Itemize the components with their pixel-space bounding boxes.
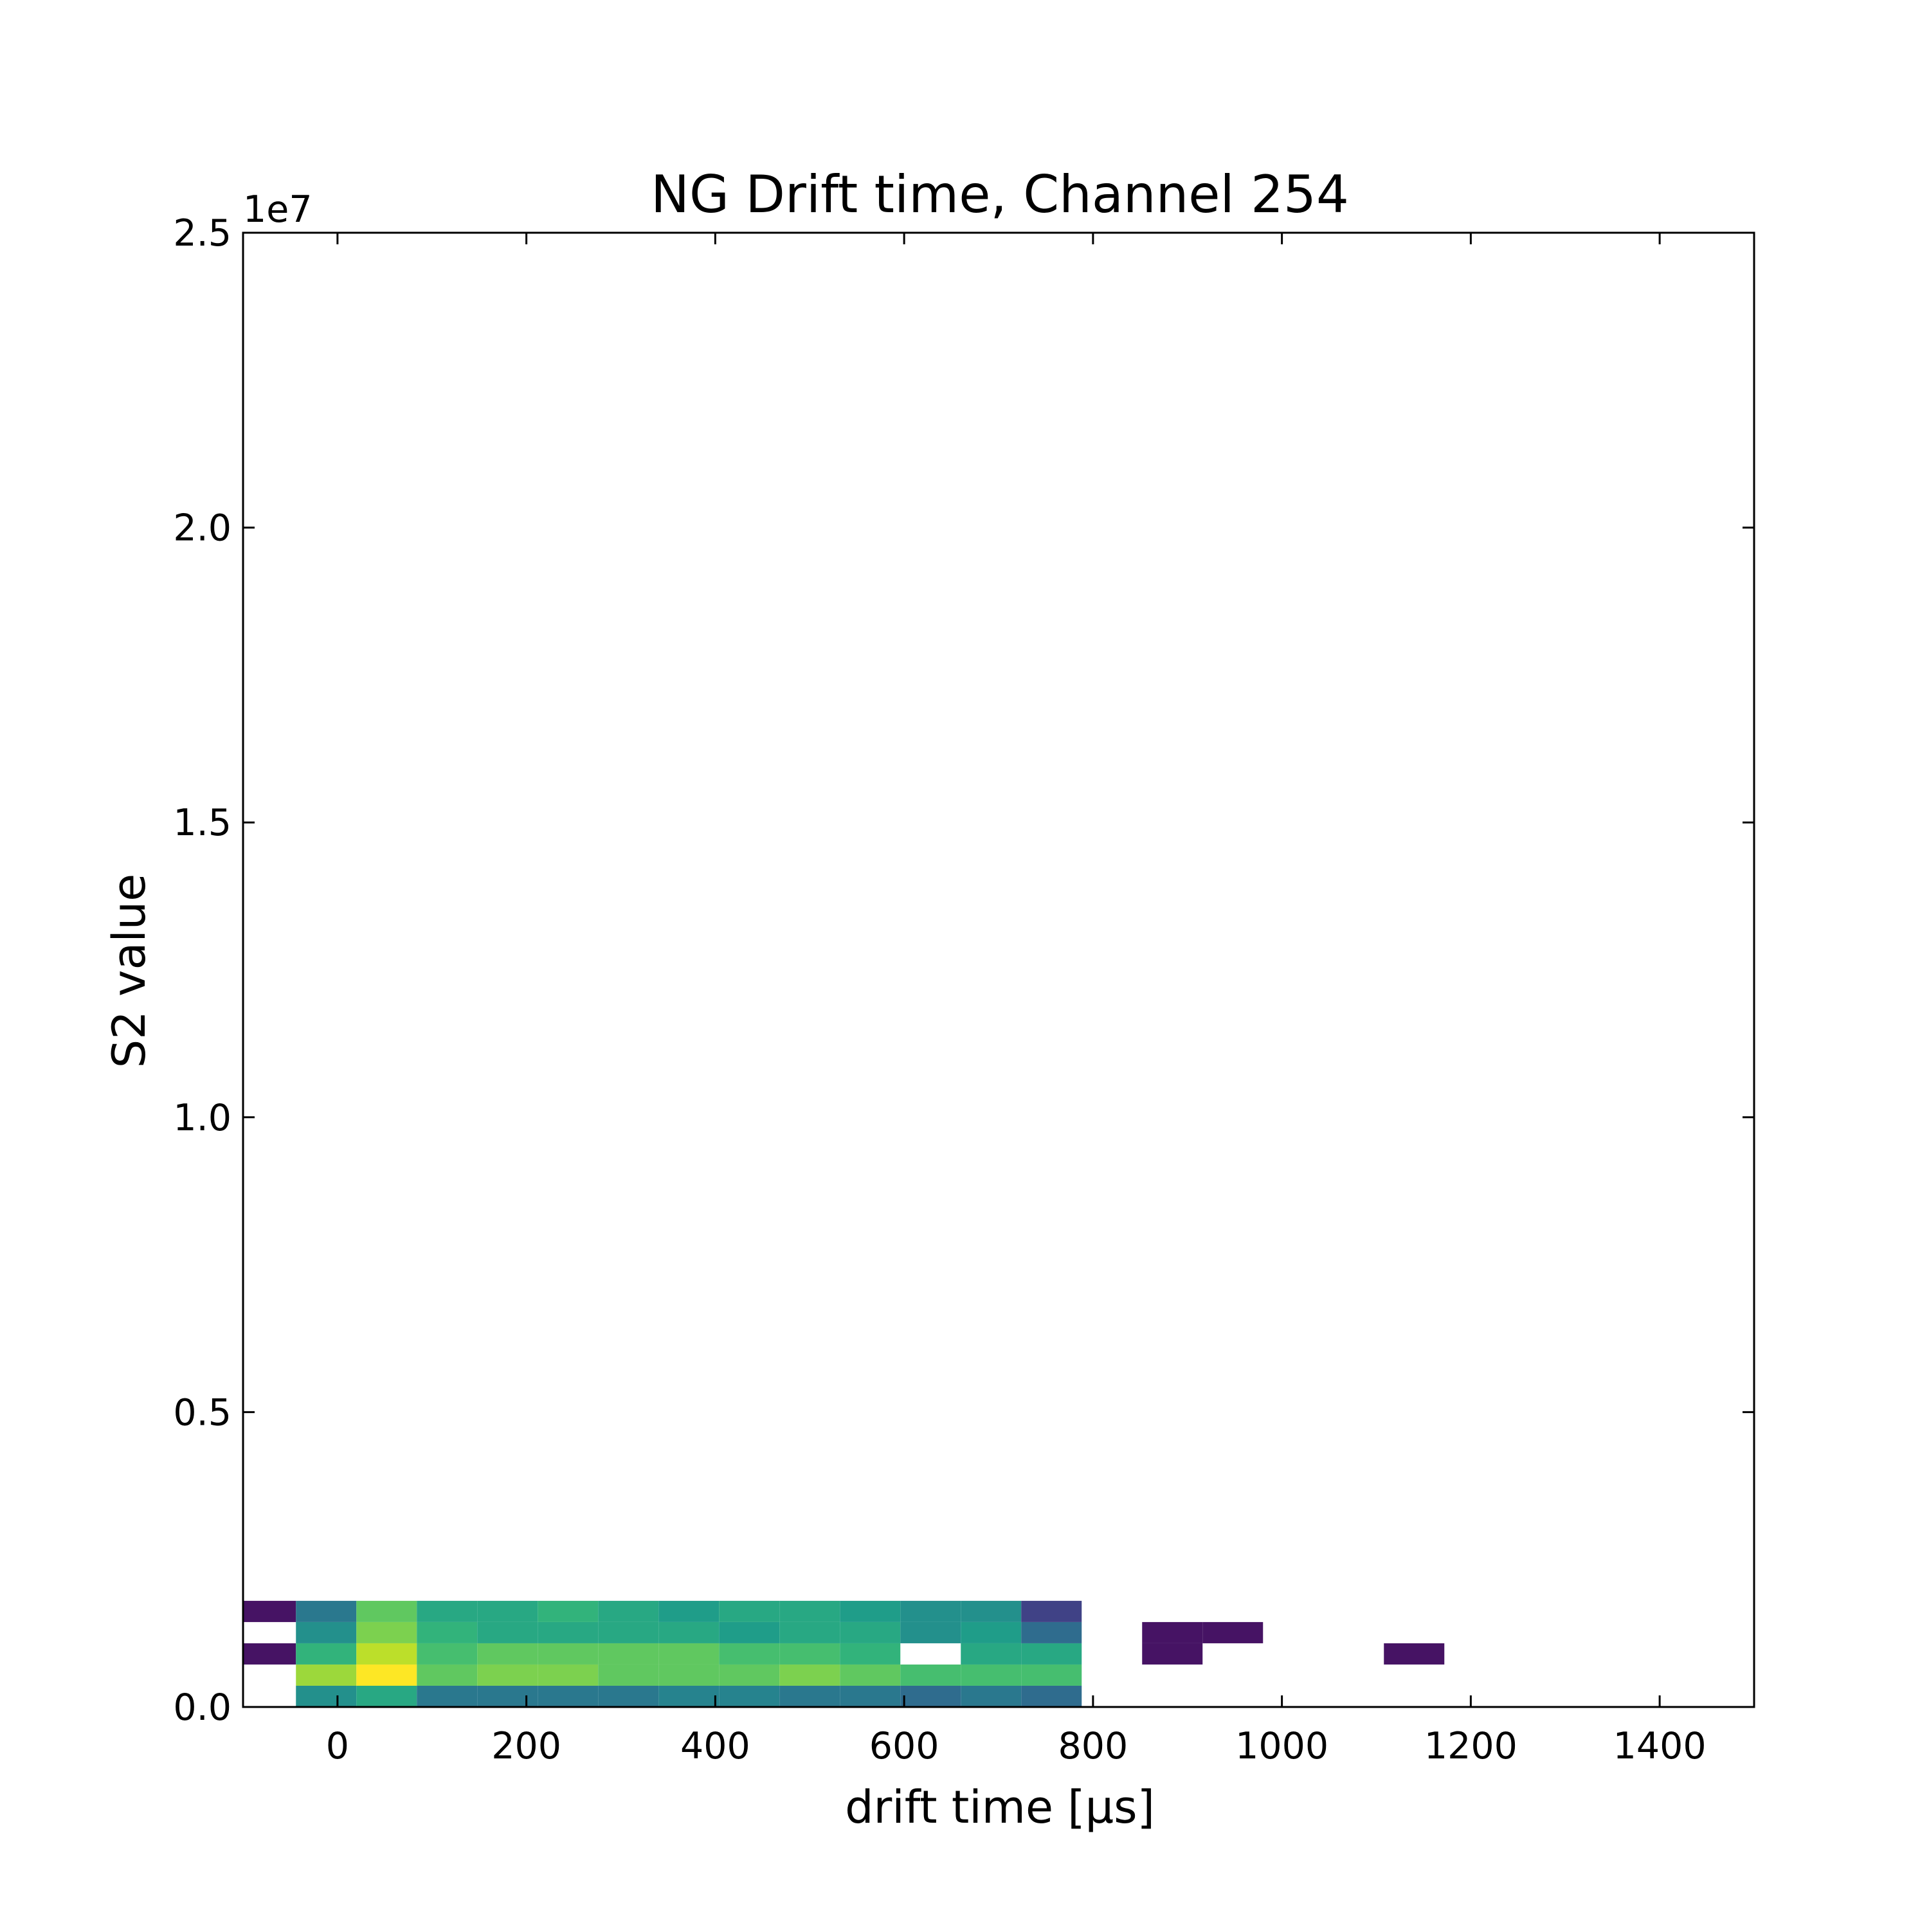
heatmap-bin-55 bbox=[1202, 1621, 1263, 1643]
heatmap-bin-64 bbox=[719, 1600, 780, 1622]
heatmap-bin-63 bbox=[658, 1600, 720, 1622]
heatmap-bin-2 bbox=[417, 1685, 478, 1707]
y-tick-label-3: 1.5 bbox=[173, 802, 231, 844]
x-tick-label-1: 200 bbox=[491, 1725, 561, 1767]
x-tick-label-5: 1000 bbox=[1235, 1725, 1328, 1767]
heatmap-bin-57 bbox=[296, 1600, 357, 1622]
heatmap-bin-59 bbox=[417, 1600, 478, 1622]
heatmap-bin-27 bbox=[296, 1643, 357, 1665]
heatmap-bin-62 bbox=[598, 1600, 659, 1622]
heatmap-bin-49 bbox=[779, 1621, 840, 1643]
heatmap-bin-41 bbox=[296, 1621, 357, 1643]
heatmap-bin-50 bbox=[840, 1621, 901, 1643]
y-offset-label: 1e7 bbox=[243, 188, 312, 231]
heatmap-bin-67 bbox=[900, 1600, 961, 1622]
heatmap-bin-29 bbox=[417, 1643, 478, 1665]
heatmap-bin-5 bbox=[598, 1685, 659, 1707]
heatmap-bin-35 bbox=[779, 1643, 840, 1665]
heatmap-bin-17 bbox=[538, 1664, 599, 1686]
heatmap-bin-25 bbox=[1021, 1664, 1082, 1686]
x-tick-label-4: 800 bbox=[1058, 1725, 1128, 1767]
heatmap-bin-38 bbox=[1021, 1643, 1082, 1665]
heatmap-bin-40 bbox=[1384, 1643, 1445, 1665]
heatmap-bin-58 bbox=[356, 1600, 417, 1622]
heatmap-bin-52 bbox=[961, 1621, 1022, 1643]
x-tick-label-7: 1400 bbox=[1613, 1725, 1707, 1767]
heatmap-bin-39 bbox=[1142, 1643, 1203, 1665]
heatmap-bin-66 bbox=[840, 1600, 901, 1622]
chart-title: NG Drift time, Channel 254 bbox=[651, 165, 1349, 224]
heatmap-bin-61 bbox=[538, 1600, 599, 1622]
y-tick-label-1: 0.5 bbox=[173, 1391, 231, 1434]
heatmap-bin-18 bbox=[598, 1664, 659, 1686]
x-tick-label-0: 0 bbox=[326, 1725, 349, 1767]
heatmap-bins bbox=[243, 1600, 1445, 1707]
heatmap-bin-43 bbox=[417, 1621, 478, 1643]
heatmap-bin-6 bbox=[658, 1685, 720, 1707]
heatmap-bin-14 bbox=[356, 1664, 417, 1686]
heatmap-bin-13 bbox=[296, 1664, 357, 1686]
heatmap-bin-22 bbox=[840, 1664, 901, 1686]
heatmap-bin-28 bbox=[356, 1643, 417, 1665]
heatmap-bin-4 bbox=[538, 1685, 599, 1707]
heatmap-bin-46 bbox=[598, 1621, 659, 1643]
plot-frame bbox=[242, 231, 1755, 1708]
x-axis-label: drift time [µs] bbox=[845, 1781, 1155, 1834]
heatmap-bin-68 bbox=[961, 1600, 1022, 1622]
heatmap-bin-15 bbox=[417, 1664, 478, 1686]
heatmap-bin-24 bbox=[961, 1664, 1022, 1686]
heatmap-bin-11 bbox=[961, 1685, 1022, 1707]
heatmap-bin-51 bbox=[900, 1621, 961, 1643]
heatmap-bin-42 bbox=[356, 1621, 417, 1643]
heatmap-bin-0 bbox=[296, 1685, 357, 1707]
heatmap-bin-53 bbox=[1021, 1621, 1082, 1643]
y-tick-label-2: 1.0 bbox=[173, 1097, 231, 1139]
y-tick-label-0: 0.0 bbox=[173, 1686, 231, 1729]
y-tick-label-4: 2.0 bbox=[173, 507, 231, 550]
heatmap-bin-3 bbox=[477, 1685, 538, 1707]
heatmap-bin-34 bbox=[719, 1643, 780, 1665]
heatmap-bin-20 bbox=[719, 1664, 780, 1686]
heatmap-bin-23 bbox=[900, 1664, 961, 1686]
heatmap-bin-36 bbox=[840, 1643, 901, 1665]
heatmap-bin-9 bbox=[840, 1685, 901, 1707]
heatmap-bin-12 bbox=[1021, 1685, 1082, 1707]
heatmap-bin-32 bbox=[598, 1643, 659, 1665]
heatmap-bin-56 bbox=[243, 1600, 296, 1622]
heatmap-bin-31 bbox=[538, 1643, 599, 1665]
heatmap-bin-19 bbox=[658, 1664, 720, 1686]
heatmap-bin-47 bbox=[658, 1621, 720, 1643]
heatmap-bin-26 bbox=[243, 1643, 296, 1665]
y-tick-label-5: 2.5 bbox=[173, 212, 231, 255]
heatmap-bin-65 bbox=[779, 1600, 840, 1622]
heatmap-bin-16 bbox=[477, 1664, 538, 1686]
heatmap-bin-44 bbox=[477, 1621, 538, 1643]
x-tick-label-6: 1200 bbox=[1424, 1725, 1517, 1767]
heatmap-bin-37 bbox=[961, 1643, 1022, 1665]
heatmap-bin-8 bbox=[779, 1685, 840, 1707]
heatmap-bin-21 bbox=[779, 1664, 840, 1686]
heatmap-bin-69 bbox=[1021, 1600, 1082, 1622]
heatmap-bin-10 bbox=[900, 1685, 961, 1707]
heatmap-bin-1 bbox=[356, 1685, 417, 1707]
heatmap-bin-33 bbox=[658, 1643, 720, 1665]
heatmap-bin-48 bbox=[719, 1621, 780, 1643]
heatmap-bin-7 bbox=[719, 1685, 780, 1707]
y-axis-label: S2 value bbox=[103, 874, 156, 1068]
heatmap-bin-54 bbox=[1142, 1621, 1203, 1643]
heatmap-bin-45 bbox=[538, 1621, 599, 1643]
heatmap-bin-60 bbox=[477, 1600, 538, 1622]
x-tick-label-3: 600 bbox=[869, 1725, 939, 1767]
x-tick-label-2: 400 bbox=[680, 1725, 750, 1767]
heatmap-bin-30 bbox=[477, 1643, 538, 1665]
